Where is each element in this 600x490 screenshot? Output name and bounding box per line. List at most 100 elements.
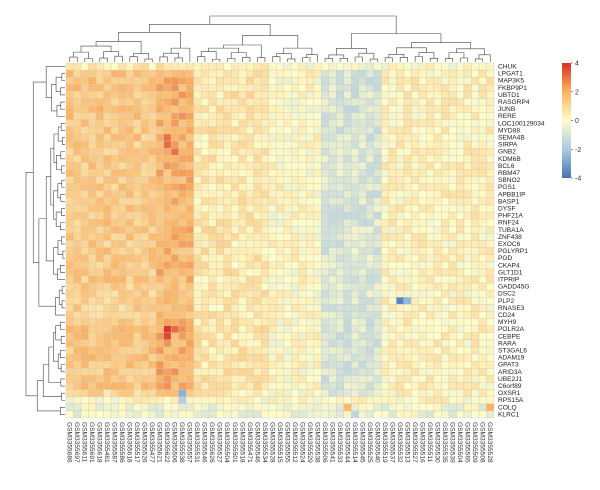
heatmap-cell (283, 162, 292, 170)
heatmap-cell (426, 282, 435, 291)
heatmap-cell (306, 219, 314, 227)
row-label: TUBA1A (498, 227, 524, 234)
heatmap-cell (73, 69, 82, 78)
heatmap-cell (471, 77, 480, 85)
heatmap-cell (291, 69, 299, 78)
heatmap-cell (328, 254, 337, 262)
heatmap-cell (388, 112, 397, 120)
heatmap-cell (276, 211, 284, 220)
heatmap-cell (268, 240, 277, 248)
heatmap-cell (456, 339, 465, 348)
heatmap-cell (486, 155, 495, 163)
dendrogram-branch (459, 57, 469, 62)
heatmap-cell (358, 346, 367, 355)
column-label: GSM3355471 (246, 422, 253, 463)
heatmap-cell (95, 332, 104, 341)
heatmap-cell (261, 368, 269, 376)
heatmap-cell (238, 389, 247, 397)
row-label: ADAM19 (498, 355, 525, 362)
heatmap-cell (125, 155, 134, 163)
heatmap-cell (238, 254, 247, 262)
heatmap-cell (88, 389, 97, 397)
heatmap-cell (321, 346, 329, 355)
heatmap-cell (291, 339, 299, 348)
heatmap-cell (193, 219, 202, 227)
heatmap-cell (65, 254, 74, 262)
heatmap-cell (208, 318, 217, 326)
heatmap-cell (133, 112, 142, 120)
heatmap-cell (411, 297, 420, 305)
heatmap-cell (426, 353, 435, 362)
heatmap-cell (403, 282, 412, 291)
heatmap-cell (381, 62, 390, 71)
heatmap-cell (155, 197, 164, 206)
heatmap-cell (291, 247, 299, 255)
heatmap-cell (478, 375, 487, 383)
heatmap-cell (336, 77, 345, 85)
heatmap-cell (200, 226, 209, 234)
heatmap-cell (95, 98, 104, 106)
heatmap-cell (426, 126, 435, 135)
heatmap-cell (403, 268, 412, 277)
heatmap-cell (403, 119, 412, 128)
heatmap-cell (343, 346, 352, 355)
heatmap-cell (208, 140, 217, 149)
heatmap-cell (411, 176, 420, 184)
heatmap-cell (373, 98, 382, 106)
heatmap-cell (133, 275, 142, 284)
heatmap-cell (253, 211, 262, 220)
heatmap-cell (388, 190, 397, 199)
heatmap-cell (185, 403, 194, 412)
heatmap-cell (80, 226, 89, 234)
heatmap-cell (148, 233, 157, 241)
heatmap-cell (118, 219, 127, 227)
heatmap-cell (441, 197, 450, 206)
heatmap-cell (253, 226, 262, 234)
heatmap-cell (80, 233, 89, 241)
heatmap-cell (95, 112, 104, 120)
heatmap-cell (366, 84, 375, 92)
heatmap-cell (441, 169, 450, 177)
heatmap-cell (103, 346, 112, 355)
heatmap-cell (426, 197, 435, 206)
heatmap-cell (441, 62, 450, 71)
heatmap-cell (471, 353, 480, 362)
heatmap-cell (185, 382, 194, 390)
heatmap-cell (185, 290, 194, 298)
heatmap-cell (298, 247, 307, 255)
heatmap-cell (88, 311, 97, 319)
heatmap-cell (441, 162, 450, 170)
heatmap-cell (125, 240, 134, 248)
heatmap-cell (283, 346, 292, 355)
heatmap-cell (396, 375, 405, 383)
heatmap-cell (471, 240, 480, 248)
dendrogram-branch (57, 268, 65, 280)
heatmap-cell (80, 204, 89, 213)
heatmap-cell (73, 204, 82, 213)
dendrogram-branch (336, 48, 367, 55)
heatmap-cell (403, 226, 412, 234)
heatmap-cell (170, 318, 179, 326)
heatmap-cell (448, 403, 457, 412)
heatmap-cell (343, 247, 352, 255)
heatmap-cell (418, 304, 427, 312)
heatmap-cell (343, 62, 352, 71)
heatmap-cell (170, 69, 179, 78)
heatmap-cell (276, 297, 284, 305)
heatmap-cell (88, 233, 97, 241)
heatmap-cell (223, 190, 232, 199)
row-label: FKBP9P1 (498, 85, 527, 92)
heatmap-cell (321, 261, 329, 270)
heatmap-cell (433, 332, 442, 341)
heatmap-cell (321, 176, 329, 184)
row-label: RARA (498, 340, 517, 347)
heatmap-cell (73, 382, 82, 390)
dendrogram-branch (57, 183, 62, 199)
heatmap-cell (88, 183, 97, 191)
heatmap-cell (411, 332, 420, 341)
heatmap-cell (328, 268, 337, 277)
heatmap-cell (448, 148, 457, 156)
heatmap-cell (306, 318, 314, 326)
heatmap-cell (313, 176, 322, 184)
heatmap-cell (73, 155, 82, 163)
